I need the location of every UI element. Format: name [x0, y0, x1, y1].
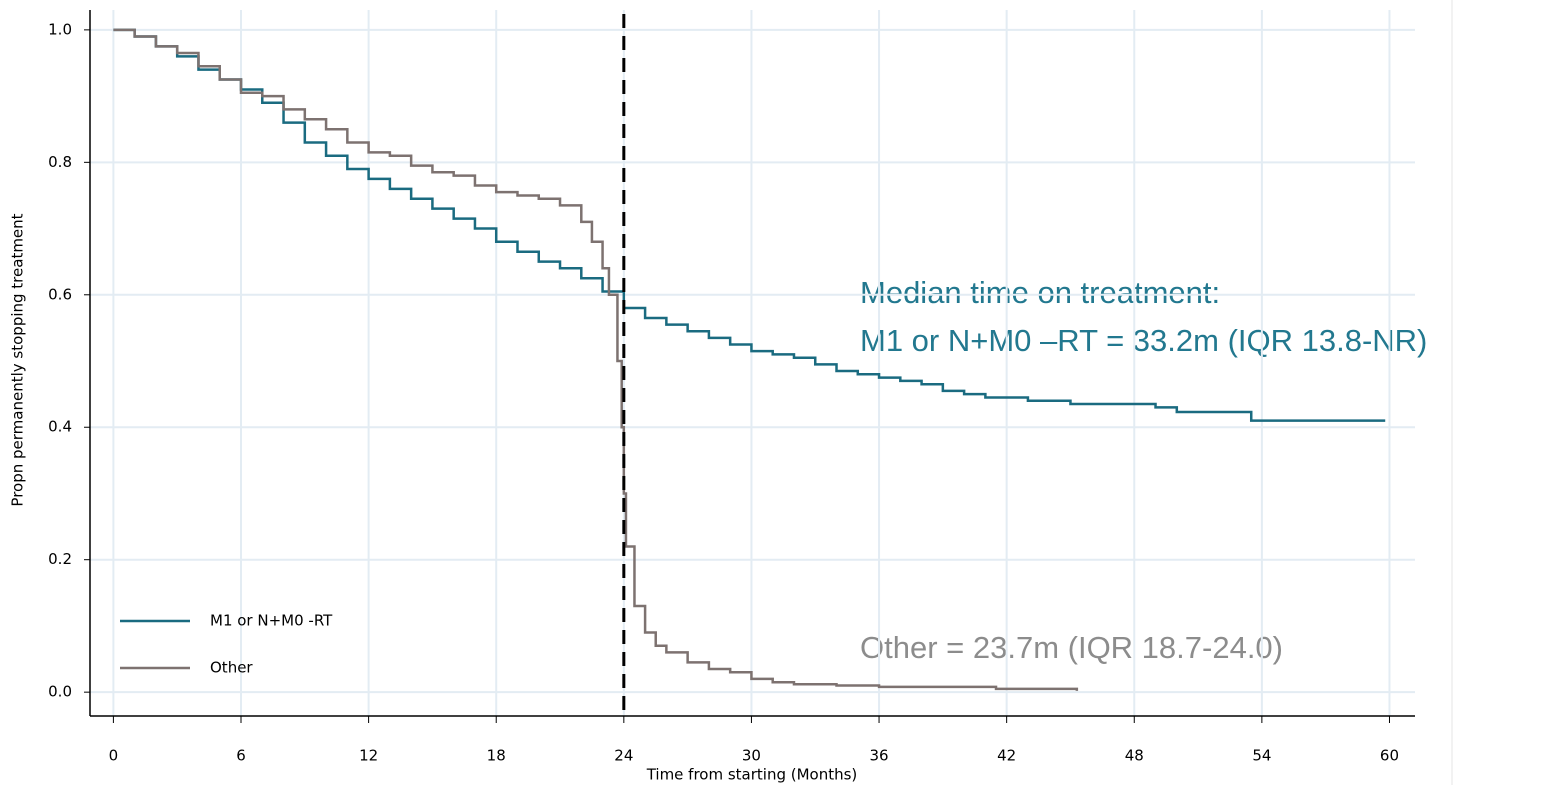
- annotation: Other = 23.7m (IQR 18.7-24.0): [860, 630, 1283, 665]
- survival-curve: [113, 28, 1386, 422]
- x-tick-label: 48: [1125, 747, 1144, 765]
- legend-label: M1 or N+M0 -RT: [210, 612, 333, 630]
- annotation: M1 or N+M0 –RT = 33.2m (IQR 13.8-NR): [860, 323, 1427, 358]
- x-tick-label: 0: [109, 747, 119, 765]
- x-axis-title: Time from starting (Months): [646, 766, 858, 784]
- y-tick-label: 0.6: [48, 285, 72, 303]
- y-tick-label: 0.4: [48, 418, 72, 436]
- x-tick-label: 12: [359, 747, 378, 765]
- x-tick-label: 36: [869, 747, 888, 765]
- y-tick-label: 0.8: [48, 153, 72, 171]
- legend-label: Other: [210, 659, 253, 677]
- annotation: Median time on treatment:: [860, 275, 1220, 310]
- y-tick-label: 0.0: [48, 683, 72, 701]
- x-tick-label: 24: [614, 747, 633, 765]
- y-tick-label: 1.0: [48, 20, 72, 38]
- survival-curve: [113, 28, 1079, 691]
- y-tick-label: 0.2: [48, 550, 72, 568]
- x-tick-label: 42: [997, 747, 1016, 765]
- x-tick-label: 18: [487, 747, 506, 765]
- x-tick-label: 30: [742, 747, 761, 765]
- x-tick-label: 60: [1380, 747, 1399, 765]
- y-axis-title: Propn permanently stopping treatment: [9, 213, 27, 506]
- x-tick-label: 54: [1252, 747, 1271, 765]
- x-tick-label: 6: [236, 747, 246, 765]
